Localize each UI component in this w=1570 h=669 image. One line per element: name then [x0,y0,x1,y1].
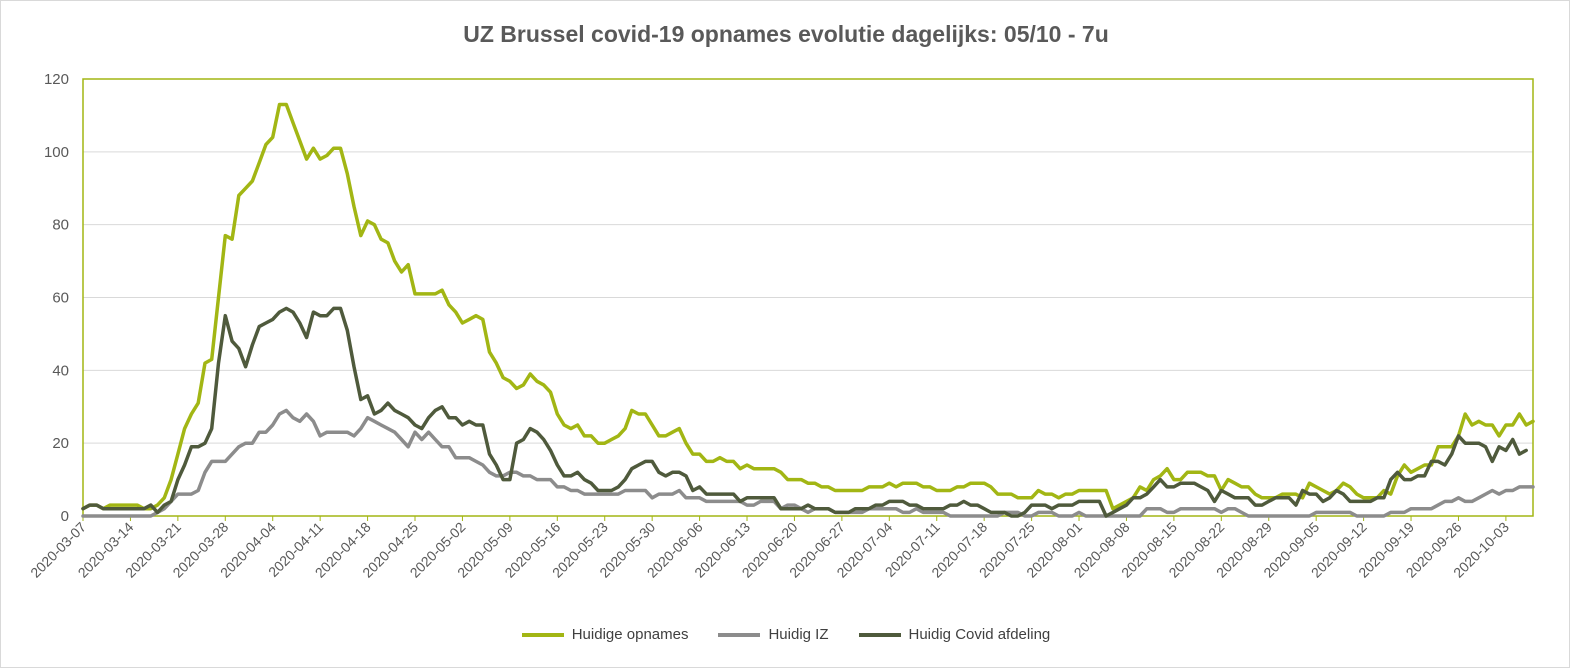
plot-area-border [82,78,1534,517]
series-lines [81,102,1535,518]
legend-item: Huidig Covid afdeling [858,626,1051,643]
series-line-1 [81,102,1535,511]
x-axis: 2020-03-072020-03-142020-03-212020-03-28… [27,516,1512,581]
y-tick-label: 80 [52,217,69,234]
y-tick-label: 100 [44,144,69,161]
chart-title: UZ Brussel covid-19 opnames evolutie dag… [463,21,1109,47]
legend-label: Huidig Covid afdeling [908,626,1051,643]
gridlines [83,151,1533,444]
legend: Huidige opnames Huidig IZ Huidig Covid afd… [1,626,1570,643]
series-line-3 [81,306,1528,518]
legend-item: Huidige opnames [521,626,689,643]
y-tick-label: 60 [52,290,69,307]
y-tick-label: 40 [52,362,69,379]
y-tick-label: 20 [52,435,69,452]
y-tick-label: 120 [44,71,69,88]
y-axis: 0 20 40 60 80 100 120 [44,71,69,525]
series-line-2 [81,408,1535,518]
legend-label: Huidig IZ [768,626,829,643]
legend-swatch [858,632,901,637]
y-tick-label: 0 [61,508,69,525]
legend-swatch [521,632,564,637]
legend-label: Huidige opnames [571,626,689,643]
legend-item: Huidig IZ [718,626,829,643]
legend-swatch [718,632,761,637]
